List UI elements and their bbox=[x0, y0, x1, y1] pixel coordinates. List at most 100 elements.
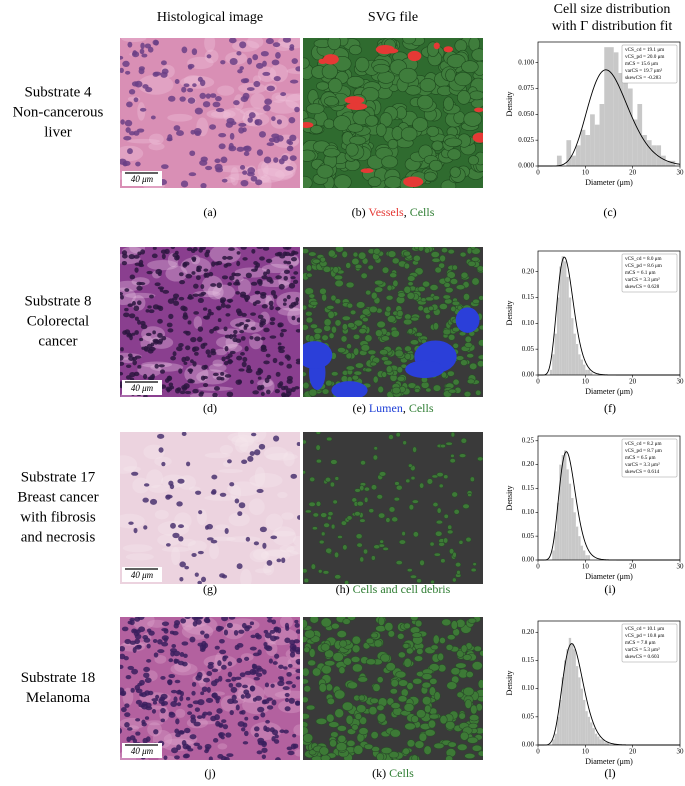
cell-shape bbox=[376, 123, 387, 137]
tissue-texture bbox=[263, 446, 288, 461]
nucleus bbox=[254, 449, 261, 456]
nucleus bbox=[290, 743, 297, 750]
nucleus bbox=[138, 282, 146, 286]
region-shape bbox=[472, 132, 483, 143]
nucleus bbox=[285, 166, 294, 171]
nucleus bbox=[236, 51, 242, 56]
cell-shape bbox=[321, 334, 329, 341]
cell-shape bbox=[451, 300, 461, 306]
nucleus bbox=[149, 498, 158, 505]
nucleus bbox=[259, 256, 265, 261]
cell-shape bbox=[385, 295, 394, 301]
svg-file-image bbox=[303, 247, 483, 397]
cell-shape bbox=[320, 754, 331, 760]
nucleus bbox=[282, 686, 290, 691]
nucleus bbox=[127, 727, 133, 731]
histogram-bar bbox=[559, 266, 562, 375]
cell-shape bbox=[305, 311, 313, 317]
nucleus bbox=[181, 661, 188, 667]
tissue-texture bbox=[231, 275, 244, 282]
tissue-texture bbox=[287, 307, 300, 326]
nucleus bbox=[245, 272, 252, 279]
nucleus bbox=[249, 685, 256, 692]
histogram-bar bbox=[573, 333, 576, 375]
nucleus bbox=[157, 639, 163, 645]
cell-shape bbox=[381, 335, 390, 342]
tissue-texture bbox=[286, 545, 300, 555]
nucleus bbox=[289, 79, 299, 84]
cell-shape bbox=[308, 501, 316, 507]
nucleus bbox=[161, 641, 169, 647]
histogram-bar bbox=[594, 124, 600, 166]
nucleus bbox=[127, 332, 132, 337]
histogram-bar bbox=[609, 47, 614, 166]
nucleus bbox=[282, 302, 287, 306]
cell-shape bbox=[460, 271, 469, 279]
nucleus bbox=[200, 691, 205, 696]
cell-shape bbox=[347, 681, 358, 690]
tissue-texture bbox=[204, 452, 231, 459]
nucleus bbox=[137, 617, 145, 621]
cell-shape bbox=[464, 699, 472, 709]
nucleus bbox=[183, 727, 191, 734]
histogram-bar bbox=[580, 545, 583, 560]
cell-shape bbox=[455, 284, 466, 291]
nucleus bbox=[213, 386, 220, 391]
nucleus bbox=[176, 702, 182, 707]
caption: (j) bbox=[204, 766, 215, 780]
x-axis-label: Diameter (μm) bbox=[585, 178, 633, 187]
nucleus bbox=[268, 300, 274, 306]
cell-shape bbox=[390, 728, 401, 738]
cell-shape bbox=[384, 622, 394, 632]
nucleus bbox=[181, 46, 188, 54]
nucleus bbox=[120, 371, 124, 376]
nucleus bbox=[138, 68, 145, 75]
histogram-bar bbox=[564, 660, 567, 745]
nucleus bbox=[196, 671, 203, 678]
cell-shape bbox=[419, 559, 425, 566]
cell-shape bbox=[421, 696, 432, 706]
nucleus bbox=[161, 635, 169, 641]
cell-shape bbox=[422, 280, 431, 288]
nucleus bbox=[262, 71, 271, 76]
nucleus bbox=[252, 663, 258, 670]
nucleus bbox=[215, 697, 220, 704]
nucleus bbox=[236, 355, 243, 361]
cell-shape bbox=[430, 644, 439, 651]
cell-shape bbox=[330, 523, 336, 530]
cell-shape bbox=[397, 695, 408, 703]
nucleus bbox=[294, 619, 299, 624]
cell-shape bbox=[351, 257, 360, 266]
tissue-texture bbox=[163, 732, 198, 746]
nucleus bbox=[168, 382, 174, 387]
cell-shape bbox=[330, 459, 338, 465]
nucleus bbox=[209, 329, 214, 334]
nucleus bbox=[193, 128, 202, 135]
cell-shape bbox=[394, 349, 404, 358]
plot-frame bbox=[537, 435, 681, 561]
histogram-bar bbox=[564, 261, 567, 375]
nucleus bbox=[238, 127, 245, 134]
nucleus bbox=[170, 701, 178, 707]
nucleus bbox=[257, 367, 262, 373]
cell-shape bbox=[331, 371, 339, 377]
histogram-bar bbox=[637, 104, 643, 166]
nucleus bbox=[120, 119, 125, 125]
nucleus bbox=[203, 268, 209, 272]
cell-shape bbox=[433, 691, 441, 701]
region-shape bbox=[346, 102, 368, 111]
cell-shape bbox=[303, 381, 310, 390]
nucleus bbox=[269, 321, 275, 326]
nucleus bbox=[148, 346, 156, 352]
nucleus bbox=[205, 617, 210, 620]
cell-shape bbox=[456, 569, 461, 575]
cell-shape bbox=[341, 250, 348, 258]
scale-bar-bg bbox=[122, 743, 162, 758]
cell-shape bbox=[445, 755, 454, 760]
cell-shape bbox=[345, 262, 352, 269]
nucleus bbox=[129, 735, 136, 741]
nucleus bbox=[265, 258, 273, 264]
nucleus bbox=[127, 665, 135, 670]
cell-shape bbox=[332, 266, 340, 274]
nucleus bbox=[272, 357, 278, 364]
